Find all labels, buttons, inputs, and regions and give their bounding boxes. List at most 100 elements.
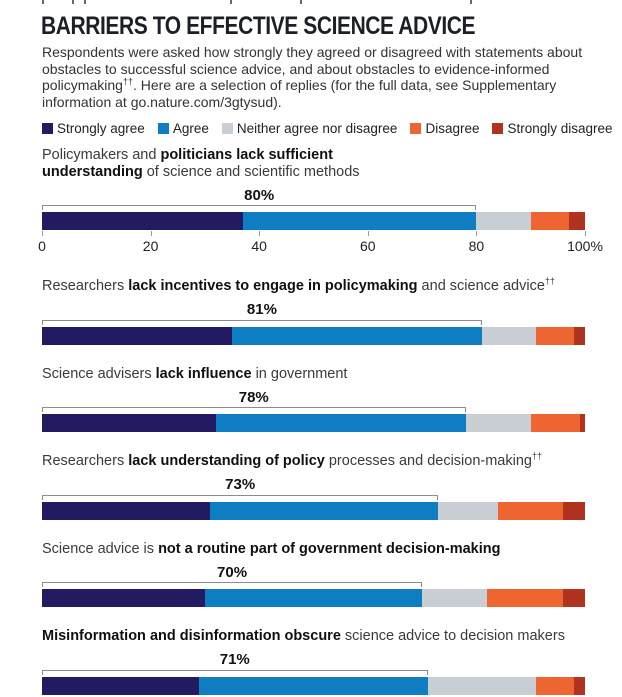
- stacked-bar: [42, 414, 585, 433]
- agree-bracket: [42, 494, 439, 500]
- legend-label: Strongly disagree: [507, 121, 613, 137]
- segment-agree: [242, 212, 477, 231]
- chart-area: 70%: [42, 563, 585, 608]
- segment-strongly-disagree: [568, 212, 585, 231]
- statement-label-pre: Science advisers: [42, 365, 156, 382]
- stacked-bar: [42, 589, 585, 608]
- segment-neither-agree-nor-disagree: [476, 212, 531, 231]
- segment-agree: [204, 589, 423, 608]
- statement-row: Science advice is not a routine part of …: [42, 541, 602, 608]
- statement-label: Policymakers and politicians lack suffic…: [42, 147, 392, 181]
- legend-item: Agree: [157, 121, 209, 137]
- statement-label-bold: lack incentives to engage in policymakin…: [128, 278, 418, 295]
- segment-strongly-agree: [42, 589, 205, 608]
- chart-description: Respondents were asked how strongly they…: [42, 44, 594, 110]
- statement-row: Policymakers and politicians lack suffic…: [38, 147, 603, 255]
- stacked-bar: [42, 501, 585, 520]
- dagger-footnote-mark: ††: [544, 276, 555, 287]
- axis-tick-label: 100%: [567, 238, 603, 255]
- statement-label-post: in government: [251, 365, 348, 382]
- agree-total-label: 81%: [246, 301, 277, 319]
- chart-area: 80% 0 20 40 60 80 100%: [38, 186, 603, 255]
- segment-strongly-agree: [42, 326, 233, 345]
- legend-item: Strongly disagree: [492, 121, 613, 137]
- agree-bracket: [42, 319, 482, 325]
- segment-neither-agree-nor-disagree: [422, 589, 488, 608]
- statement-label: Researchers lack incentives to engage in…: [42, 276, 602, 295]
- legend-item: Disagree: [410, 121, 479, 136]
- statement-label-bold: not a routine part of government decisio…: [158, 540, 501, 557]
- agree-total-label: 71%: [219, 651, 250, 669]
- segment-strongly-disagree: [563, 501, 585, 520]
- segment-neither-agree-nor-disagree: [481, 326, 537, 345]
- axis-tick-label: 60: [360, 238, 376, 255]
- legend-label: Agree: [172, 121, 209, 137]
- agree-total-label: 70%: [217, 563, 248, 581]
- statement-label-bold: Misinformation and disinformation obscur…: [42, 628, 341, 645]
- axis-tick-label: 40: [251, 238, 267, 255]
- statement-label-post: science advice to decision makers: [340, 628, 565, 645]
- segment-neither-agree-nor-disagree: [438, 501, 499, 520]
- x-axis-ticks: [42, 230, 586, 237]
- segment-disagree: [536, 676, 575, 695]
- agree-bracket: [42, 205, 477, 211]
- stacked-bar: [42, 676, 585, 695]
- legend-swatch: [221, 123, 233, 135]
- agree-bracket: [42, 582, 423, 588]
- legend: Strongly agree Agree Neither agree nor d…: [42, 121, 613, 137]
- legend-item: Neither agree nor disagree: [221, 121, 397, 136]
- segment-disagree: [530, 414, 580, 433]
- dagger-footnote-mark: ††: [531, 451, 542, 462]
- statement-label-pre: Researchers: [42, 278, 129, 295]
- dagger-footnote-mark: ††: [122, 76, 133, 87]
- stacked-bar: [42, 212, 585, 231]
- segment-strongly-agree: [42, 414, 216, 433]
- segment-strongly-disagree: [574, 676, 585, 695]
- statement-label-bold: lack understanding of policy: [128, 453, 325, 470]
- legend-swatch: [492, 123, 504, 135]
- legend-swatch: [157, 123, 169, 135]
- statement-label: Science advice is not a routine part of …: [42, 541, 602, 558]
- description-text: Respondents were asked how strongly they…: [42, 44, 583, 94]
- axis-tick-label: 0: [38, 238, 46, 255]
- segment-disagree: [487, 589, 564, 608]
- legend-swatch: [42, 123, 53, 135]
- segment-disagree: [498, 501, 564, 520]
- segment-neither-agree-nor-disagree: [427, 676, 537, 695]
- segment-agree: [232, 326, 482, 345]
- legend-label: Disagree: [425, 121, 480, 137]
- description-text-rest: . Here are a selection of replies (for t…: [42, 77, 557, 110]
- statement-label-pre: Policymakers and: [42, 147, 161, 164]
- agree-bracket: [42, 407, 466, 413]
- chart-area: 73%: [42, 477, 585, 520]
- bar-rows: Policymakers and politicians lack suffic…: [38, 147, 603, 695]
- stacked-bar: [42, 326, 585, 345]
- statement-row: Science advisers lack influence in gover…: [42, 365, 602, 433]
- statement-row: Researchers lack incentives to engage in…: [42, 276, 602, 345]
- agree-total-label: 80%: [244, 186, 275, 204]
- legend-swatch: [410, 123, 422, 135]
- chart-area: 78%: [42, 388, 585, 433]
- segment-strongly-disagree: [579, 414, 585, 433]
- agree-total-label: 73%: [225, 476, 256, 494]
- statement-label-pre: Researchers: [42, 453, 129, 470]
- axis-tick-label: 80: [468, 238, 485, 255]
- segment-disagree: [530, 212, 569, 231]
- statement-label-post: of science and scientific methods: [142, 164, 360, 181]
- agree-bracket: [42, 669, 428, 675]
- statement-row: Misinformation and disinformation obscur…: [42, 628, 602, 695]
- statement-label-pre: Science advice is: [42, 540, 159, 557]
- statement-label-bold: lack influence: [155, 365, 252, 382]
- agree-total-label: 78%: [238, 388, 269, 406]
- segment-strongly-disagree: [574, 326, 585, 345]
- segment-strongly-agree: [42, 676, 200, 695]
- segment-strongly-agree: [42, 501, 211, 520]
- segment-neither-agree-nor-disagree: [465, 414, 531, 433]
- statement-row: Researchers lack understanding of policy…: [42, 451, 602, 520]
- x-axis-labels: 0 20 40 60 80 100%: [38, 236, 603, 255]
- segment-agree: [199, 676, 428, 695]
- legend-item: Strongly agree: [42, 121, 145, 136]
- legend-label: Strongly agree: [57, 121, 145, 137]
- chart-title: BARRIERS TO EFFECTIVE SCIENCE ADVICE: [41, 12, 476, 40]
